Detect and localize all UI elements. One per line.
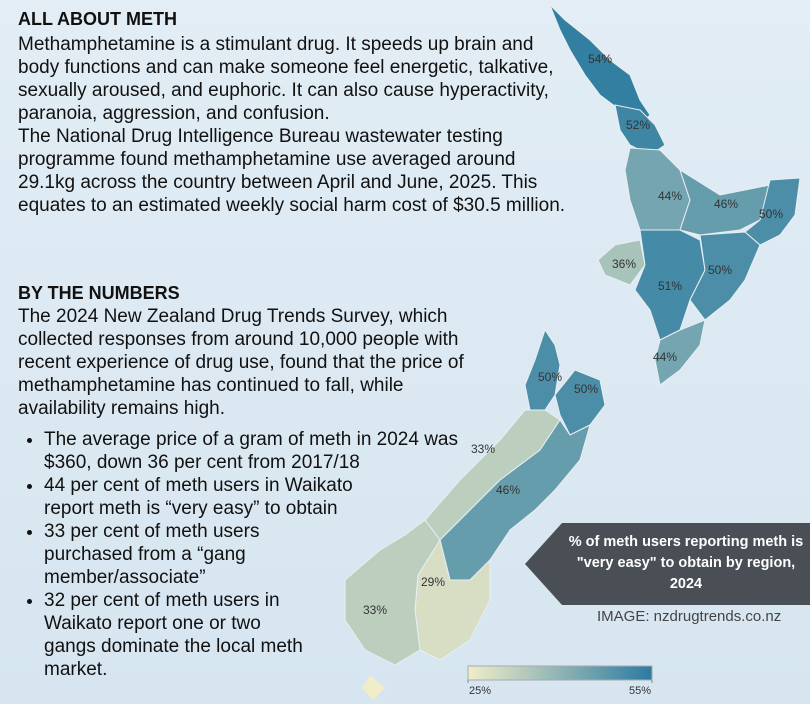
region-label: 29% bbox=[421, 575, 445, 589]
bullet: 32 per cent of meth users in Waikato rep… bbox=[44, 589, 314, 681]
region-label: 51% bbox=[658, 279, 682, 293]
region-label: 50% bbox=[708, 263, 732, 277]
region-label: 46% bbox=[714, 197, 738, 211]
colorbar bbox=[467, 665, 653, 681]
bullet: The average price of a gram of meth in 2… bbox=[44, 428, 464, 474]
paragraph: The National Drug Intelligence Bureau wa… bbox=[18, 126, 566, 216]
colorbar-label: 25% bbox=[469, 685, 491, 697]
bullet-list: The average price of a gram of meth in 2… bbox=[18, 428, 464, 681]
section-title: BY THE NUMBERS bbox=[18, 283, 180, 303]
region bbox=[679, 168, 771, 236]
region bbox=[744, 177, 801, 246]
region bbox=[344, 519, 441, 666]
callout-box bbox=[525, 523, 810, 605]
paragraph: Methamphetamine is a stimulant drug. It … bbox=[18, 34, 554, 124]
region bbox=[689, 231, 761, 321]
bullet: 44 per cent of meth users in Waikato rep… bbox=[44, 474, 394, 520]
region bbox=[554, 369, 606, 436]
image-credit: IMAGE: nzdrugtrends.co.nz bbox=[597, 608, 782, 625]
region-label: 46% bbox=[496, 483, 520, 497]
stewart-island bbox=[362, 675, 385, 700]
region bbox=[654, 319, 706, 386]
region-label: 50% bbox=[538, 370, 562, 384]
region-label: 33% bbox=[363, 603, 387, 617]
region-label: 33% bbox=[471, 442, 495, 456]
region-label: 44% bbox=[653, 350, 677, 364]
region-label: 36% bbox=[612, 257, 636, 271]
paragraph: The 2024 New Zealand Drug Trends Survey,… bbox=[18, 306, 464, 419]
colorbar-label: 55% bbox=[629, 685, 651, 697]
legend-title: % of meth users reporting meth is "very … bbox=[568, 534, 804, 592]
region-label: 44% bbox=[658, 189, 682, 203]
region-label: 54% bbox=[588, 52, 612, 66]
region-label: 50% bbox=[759, 207, 783, 221]
bullet: 33 per cent of meth users purchased from… bbox=[44, 520, 294, 589]
section-title: ALL ABOUT METH bbox=[18, 9, 177, 29]
region-label: 52% bbox=[626, 118, 650, 132]
region-label: 50% bbox=[574, 382, 598, 396]
